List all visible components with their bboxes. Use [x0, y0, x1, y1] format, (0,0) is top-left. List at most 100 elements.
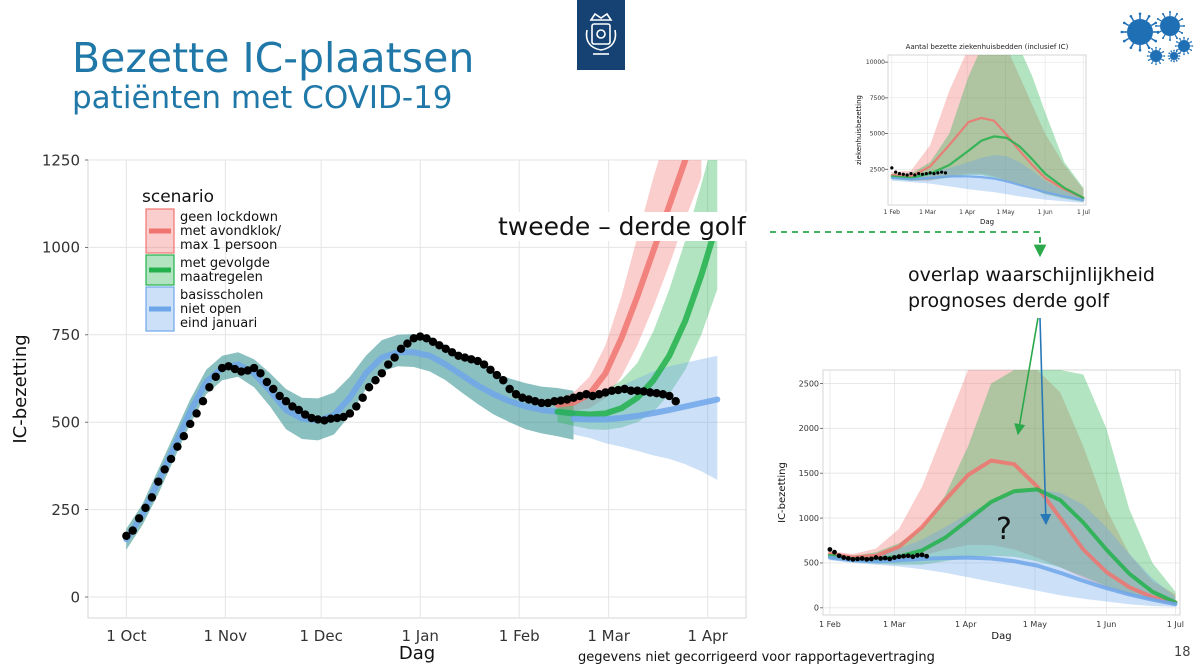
dashed-arrow: [770, 231, 1047, 258]
virus-spike-tip: [1151, 47, 1153, 50]
legend-label: max 1 persoon: [180, 238, 277, 253]
main-observed-point: [582, 390, 591, 399]
inset_top-observed-point: [924, 171, 928, 176]
annotation-arrows: [770, 231, 1052, 526]
virus-spike-tip: [1129, 46, 1133, 50]
virus-spike-tip: [1147, 14, 1151, 18]
virus-spike-tip: [1163, 55, 1166, 57]
virus-spike: [1162, 34, 1166, 38]
main-observed-point: [524, 395, 533, 404]
virus-particle: [1146, 46, 1166, 66]
virus-spike-tip: [1167, 55, 1170, 57]
virus-spike-tip: [1183, 53, 1185, 56]
inset_bottom-observed-point: [841, 555, 847, 560]
main-observed-point: [249, 363, 259, 373]
main-observed-point: [499, 376, 508, 385]
main-chart: 0 250 500 750 1000 1250 1 Oct 1 Nov 1 Dec 1 Jan 1 …: [10, 151, 747, 664]
inset_top-observed-point: [894, 170, 898, 174]
virus-body: [1160, 16, 1180, 36]
virus-particle: [1167, 49, 1181, 63]
main-observed-point: [415, 332, 425, 341]
main-observed-point: [301, 410, 310, 419]
main-observed-point: [530, 397, 540, 406]
question-mark: ?: [996, 512, 1012, 547]
main-observed-point: [492, 370, 502, 380]
legend-label: met avondklok/: [180, 224, 282, 239]
legend-label: basisscholen: [180, 288, 263, 303]
inset_top-line-blue: [890, 175, 1085, 202]
main-observed-point: [320, 416, 329, 425]
virus-body: [1170, 52, 1178, 60]
virus-spike-tip: [1176, 37, 1178, 40]
inset_top-observed-point: [932, 171, 936, 176]
main-observed-point: [473, 356, 482, 366]
inset_bottom-observed-point: [878, 556, 883, 561]
virus-spike-tip: [1129, 14, 1133, 18]
main-observed-point: [352, 402, 361, 411]
inset_bottom-observed-point: [892, 555, 897, 560]
inset_bottom-observed-point: [910, 554, 916, 560]
virus-spike: [1178, 18, 1182, 22]
inset_bottom-band-green: [829, 370, 1176, 606]
main-observed-point: [671, 397, 680, 406]
virus-spike-tip: [1159, 62, 1161, 65]
inset_bottom-ytick-label: 500: [804, 559, 819, 568]
main-observed-point: [313, 415, 323, 424]
main-observed-point: [154, 477, 163, 486]
government-logo: [577, 0, 625, 70]
main-observed-point: [217, 363, 227, 373]
inset_top-band-green: [891, 55, 1084, 203]
main-observed-point: [294, 405, 304, 415]
main-observed-point: [243, 366, 252, 375]
main-observed-point: [479, 360, 489, 369]
inset_bottom-observed-point: [924, 553, 930, 559]
main-observed-point: [230, 364, 240, 374]
inset_top-ylabel: ziekenhuisbezetting: [855, 95, 863, 165]
main-observed-point: [390, 353, 399, 362]
main-observed-point: [467, 355, 476, 364]
virus-spike-tip: [1173, 49, 1175, 52]
main-observed-point: [166, 454, 176, 464]
inset_bottom-ytick-label: 1000: [799, 514, 819, 523]
main-xtick-label: 1 Mar: [587, 627, 630, 645]
main-ytick-label: 1000: [42, 239, 80, 257]
main-observed-point: [307, 413, 316, 423]
legend-label: eind januari: [180, 316, 257, 331]
main-observed-point: [173, 442, 182, 451]
inset_bottom-observed-point: [859, 556, 865, 561]
virus-spike: [1130, 16, 1135, 22]
virus-particle: [1174, 36, 1194, 56]
virus-spike-tip: [1176, 50, 1178, 52]
main-observed-point: [141, 503, 150, 513]
main-observed-point: [658, 390, 668, 399]
virus-spike-tip: [1138, 48, 1142, 52]
inset_top-observed-point: [913, 173, 917, 177]
virus-spike-tip: [1181, 18, 1184, 20]
callout-overlap-line2: prognoses derde golf: [908, 290, 1110, 312]
main-band-blue: [573, 355, 718, 480]
virus-spike-tip: [1154, 39, 1158, 43]
inset_top-xlabel: Dag: [980, 218, 994, 226]
virus-spike-tip: [1162, 59, 1165, 61]
inset_top-xtick-label: 1 Mar: [919, 209, 937, 216]
virus-spike-tip: [1159, 47, 1161, 50]
main-observed-point: [192, 409, 201, 418]
main-ytick-label: 500: [51, 413, 80, 431]
virus-spike-tip: [1168, 52, 1170, 54]
main-observed-point: [454, 351, 463, 360]
main-observed-point: [601, 388, 610, 397]
main-observed-point: [134, 514, 144, 523]
virus-spike-tip: [1168, 58, 1170, 60]
main-observed-point: [205, 383, 214, 392]
virus-spike-tip: [1183, 36, 1185, 39]
inset_bottom-panel: [822, 369, 1181, 616]
inset_bottom-line-red: [827, 458, 1178, 605]
virus-spike-tip: [1155, 63, 1157, 66]
virus-spike-tip: [1181, 32, 1184, 34]
main-observed-point: [422, 334, 431, 343]
main-observed-point: [645, 388, 655, 397]
main-observed-point: [556, 396, 565, 405]
main-observed-point: [147, 493, 157, 502]
main-xtick-label: 1 Jan: [401, 627, 438, 645]
